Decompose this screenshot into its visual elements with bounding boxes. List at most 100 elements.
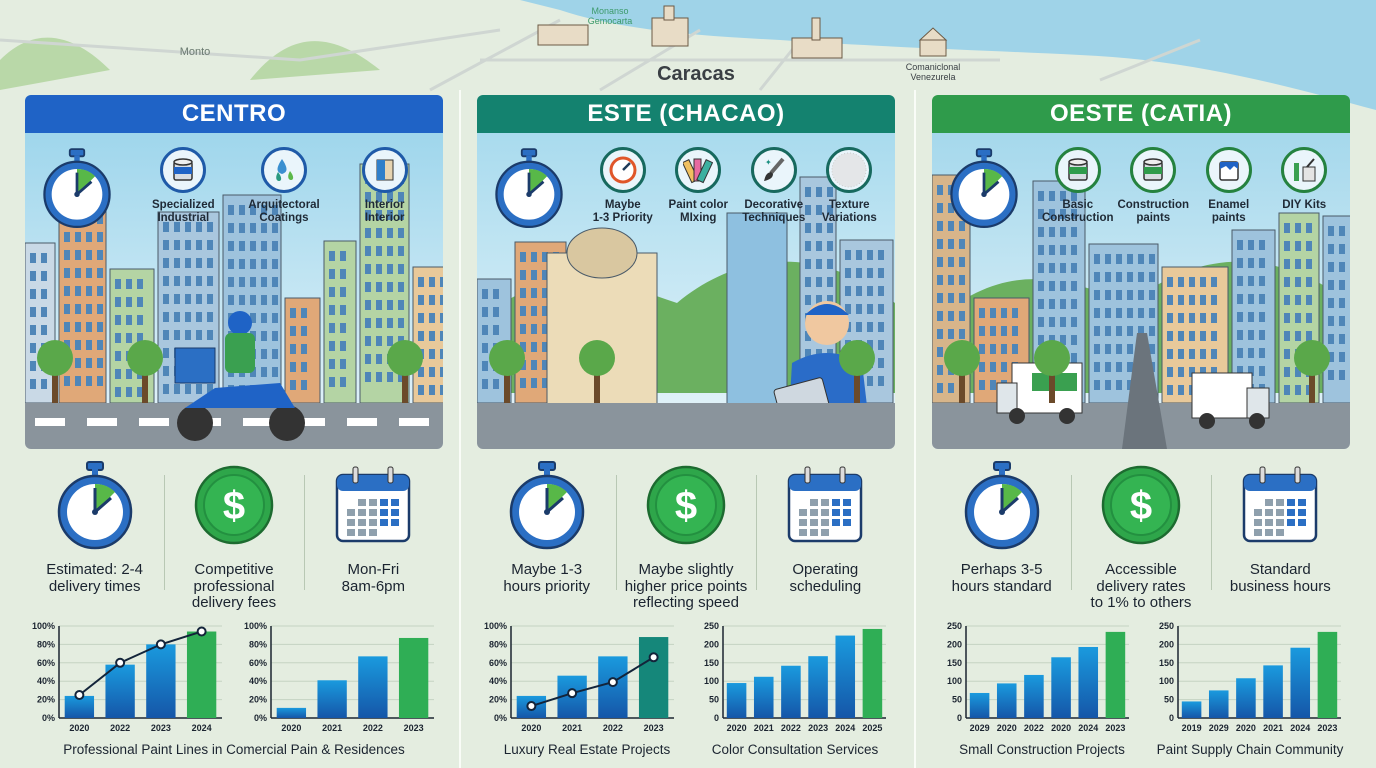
y-tick-label: 100%	[32, 621, 55, 631]
interior-swatch-icon	[361, 147, 408, 193]
landmark-buildings	[537, 5, 948, 59]
y-tick-label: 50	[1164, 695, 1174, 705]
color-fan-icon	[675, 147, 722, 193]
calendar-icon	[1211, 460, 1350, 550]
bar	[1236, 678, 1256, 718]
y-tick-label: 200	[1159, 639, 1174, 649]
bar	[398, 637, 429, 718]
x-tick-label: 2020	[281, 723, 301, 733]
y-tick-label: 250	[1159, 621, 1174, 631]
y-tick-label: 20%	[489, 695, 507, 705]
service-list: Basic Construction Construction paints Ena…	[1040, 147, 1342, 224]
x-tick-label: 2023	[808, 723, 828, 733]
x-tick-label: 2020	[1236, 723, 1256, 733]
y-tick-label: 50	[952, 695, 962, 705]
trend-point	[648, 652, 659, 663]
bar	[808, 656, 828, 718]
y-tick-label: 150	[1159, 658, 1174, 668]
service-list: Specialized Industrial Arquitectoral Coat…	[133, 147, 435, 224]
paint-can-icon	[1054, 147, 1101, 193]
y-tick-label: 40%	[489, 676, 507, 686]
bar-chart: 0 50 100 150 200 250 2019 2029 2020 2021 2024 2023	[1159, 621, 1341, 733]
svg-text:✦: ✦	[765, 158, 772, 167]
y-tick-label: 80%	[37, 639, 55, 649]
chart-caption: Professional Paint Lines in Comercial Pa…	[63, 742, 405, 757]
y-tick-label: 80%	[249, 639, 267, 649]
service-item: Construction paints	[1116, 147, 1192, 224]
service-label: Interior Interior	[364, 199, 405, 224]
service-list: Maybe 1-3 Priority Paint color MIxing ✦ Dec…	[585, 147, 887, 224]
y-tick-label: 100%	[244, 621, 267, 631]
y-tick-label: 40%	[249, 676, 267, 686]
stat-item: Perhaps 3-5 hours standard	[932, 460, 1071, 610]
bar	[146, 644, 176, 718]
y-tick-label: 60%	[37, 658, 55, 668]
bar	[1105, 631, 1126, 718]
trend-point	[607, 677, 618, 688]
y-tick-label: 150	[947, 658, 962, 668]
y-tick-label: 250	[704, 621, 719, 631]
bar	[726, 683, 747, 718]
panel-centro: CENTRO Specialized Industrial Arquitectora…	[25, 95, 443, 763]
service-label: Arquitectoral Coatings	[248, 199, 320, 224]
trend-line	[78, 630, 202, 696]
paintbrush-icon: ✦	[750, 147, 797, 193]
svg-text:$: $	[675, 484, 697, 528]
bar	[105, 664, 135, 718]
stat-item: $ Accessible delivery rates to 1% to othe…	[1071, 460, 1210, 611]
bar	[64, 695, 95, 718]
stat-label: Mon-Fri 8am-6pm	[341, 561, 405, 595]
trend-point	[567, 688, 578, 699]
x-tick-label: 2022	[363, 723, 383, 733]
delivery-truck	[1191, 372, 1270, 429]
x-tick-label: 2020	[727, 723, 747, 733]
stat-item: Operating scheduling	[755, 460, 895, 610]
y-tick-label: 20%	[249, 695, 267, 705]
service-item: DIY Kits	[1267, 147, 1343, 224]
x-tick-label: 2024	[1078, 723, 1098, 733]
speedometer-icon	[599, 147, 646, 193]
stat-label: Maybe 1-3 hours priority	[503, 561, 591, 595]
stat-label: Operating scheduling	[789, 561, 862, 595]
x-tick-label: 2029	[970, 723, 990, 733]
charts-area: 0% 20% 40% 60% 80% 100% 2020 2021 2022 2023 0 50 100…	[477, 620, 895, 740]
bar	[1317, 631, 1338, 718]
y-tick-label: 100	[1159, 676, 1174, 686]
bar	[358, 656, 388, 718]
bar	[835, 635, 856, 718]
service-item: Specialized Industrial	[143, 147, 223, 224]
bar	[1181, 701, 1202, 718]
service-label: Construction paints	[1117, 199, 1190, 224]
x-tick-label: 2021	[1263, 723, 1283, 733]
delivery-stats: Maybe 1-3 hours priority $ Maybe slightly …	[477, 460, 895, 611]
x-tick-label: 2024	[1290, 723, 1310, 733]
x-tick-label: 2020	[69, 723, 89, 733]
district-illustration	[477, 133, 895, 449]
stat-item: Maybe 1-3 hours priority	[477, 460, 616, 610]
service-label: Paint color MIxing	[668, 199, 728, 224]
chart-caption: Luxury Real Estate Projects	[503, 742, 671, 757]
x-tick-label: 2022	[603, 723, 623, 733]
trend-point	[74, 690, 85, 700]
stat-item: $ Competitive professional delivery fees	[164, 460, 303, 611]
x-tick-label: 2022	[1024, 723, 1044, 733]
charts-area: 0% 20% 40% 60% 80% 100% 2020 2022 2023 2024 0% 20% 4…	[25, 620, 443, 740]
stat-label: Perhaps 3-5 hours standard	[951, 561, 1052, 595]
svg-text:$: $	[1130, 484, 1152, 528]
stat-label: Competitive professional delivery fees	[191, 561, 277, 611]
delivery-stats: Perhaps 3-5 hours standard $ Accessible de…	[932, 460, 1350, 611]
dollar-icon: $	[164, 460, 303, 550]
service-label: Maybe 1-3 Priority	[592, 199, 653, 224]
stopwatch-icon	[946, 147, 1022, 229]
service-label: Decorative Techniques	[742, 199, 806, 224]
calendar-icon	[304, 460, 443, 550]
bar-chart: 0 50 100 150 200 250 2020 2021 2022 2023 2024 2025	[704, 621, 886, 733]
service-label: Basic Construction	[1041, 199, 1114, 224]
district-illustration	[932, 133, 1350, 449]
stopwatch-icon	[932, 460, 1071, 550]
x-tick-label: 2029	[1209, 723, 1229, 733]
stopwatch-icon	[491, 147, 567, 229]
bar	[638, 637, 669, 718]
stat-label: Maybe slightly higher price points refle…	[624, 561, 748, 611]
enamel-can-icon	[1205, 147, 1252, 193]
